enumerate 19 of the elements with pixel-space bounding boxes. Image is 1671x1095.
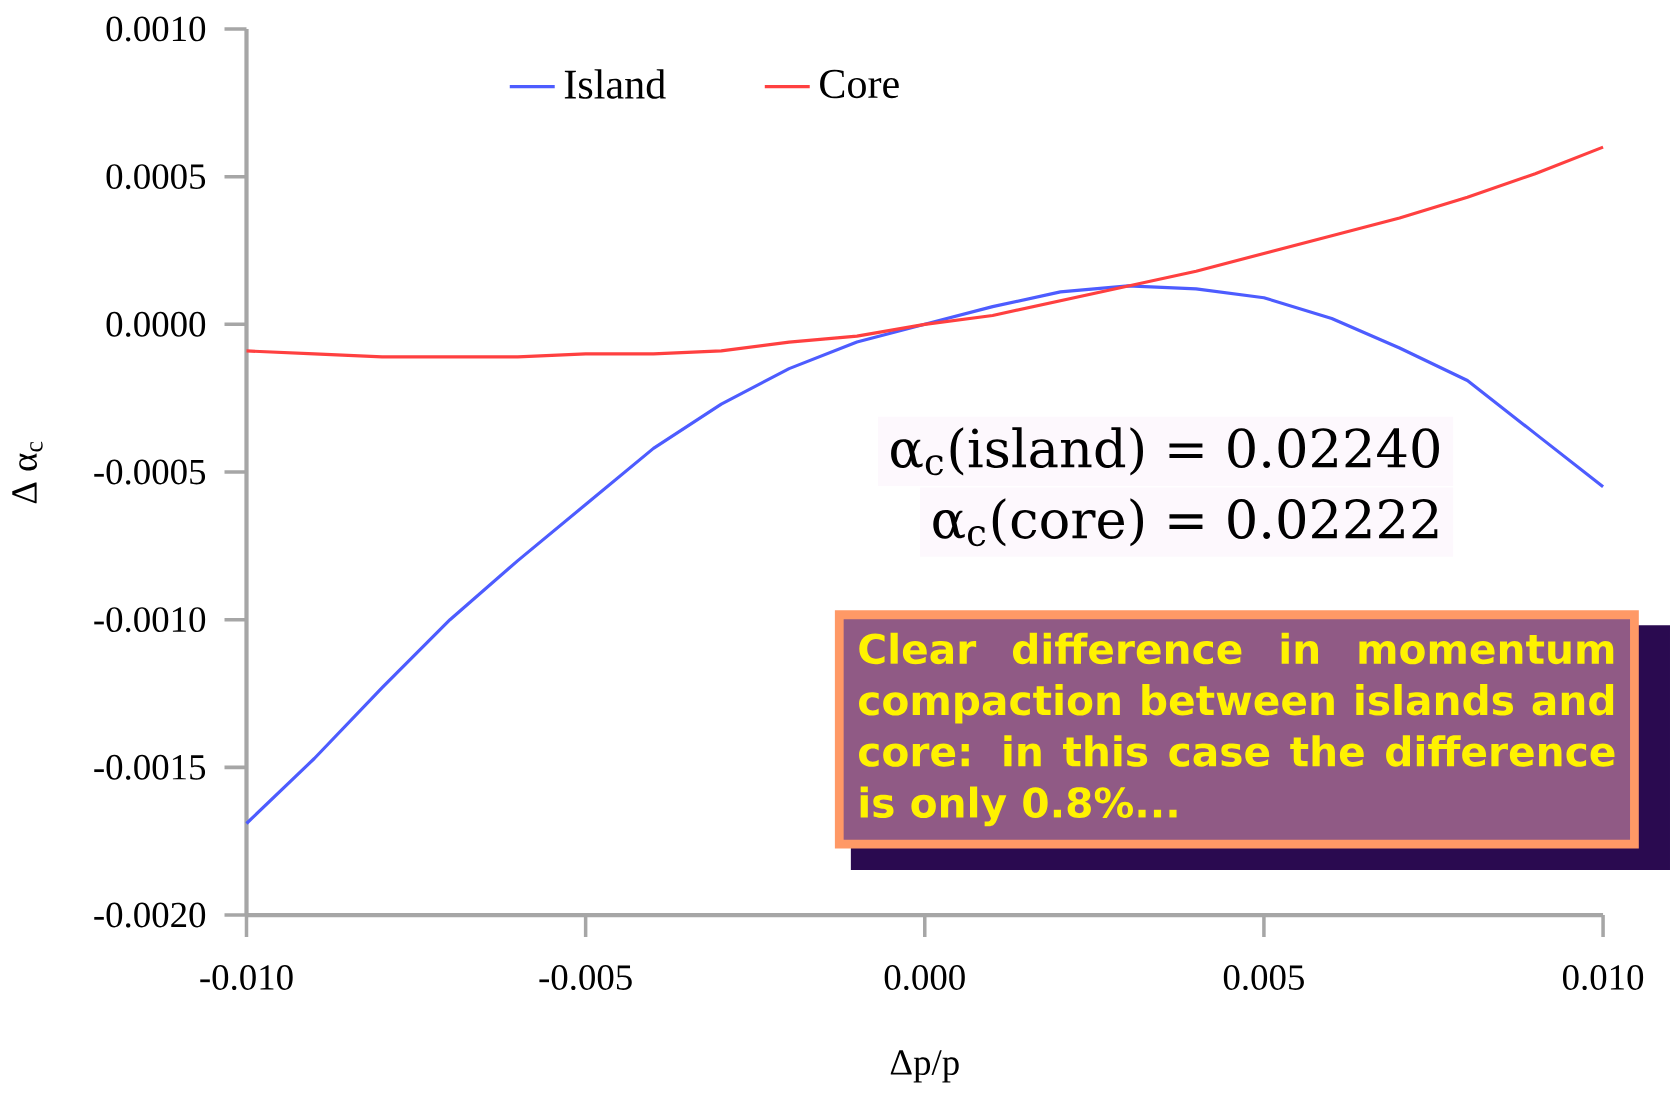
annotation: α$_{c}$(island) = 0.02240 xyxy=(891,427,1439,476)
y-tick-label: -0.0020 xyxy=(94,902,206,928)
y-tick-label: 0.0010 xyxy=(106,16,206,42)
x-tick-label: -0.010 xyxy=(200,965,293,991)
annotation: Clear difference in momentum compaction between islands and core: in this case the difference is only 0.8%... xyxy=(859,632,1615,827)
y-tick-label: -0.0005 xyxy=(94,459,206,485)
x-axis-title: Δp/p xyxy=(890,1050,959,1083)
y-tick-label: 0.0005 xyxy=(106,164,206,190)
y-axis-title: Δ α$_{c}$ xyxy=(12,441,43,504)
y-tick-label: -0.0010 xyxy=(94,607,206,633)
x-tick-label: 0.010 xyxy=(1562,965,1644,991)
x-tick-label: 0.000 xyxy=(884,965,965,991)
x-tick-label: -0.005 xyxy=(539,965,632,991)
x-tick-label: 0.005 xyxy=(1223,965,1304,991)
legend-label: Island xyxy=(564,69,666,99)
annotation: α$_{c}$(core) = 0.02222 xyxy=(933,498,1438,547)
y-tick-label: -0.0015 xyxy=(94,754,206,780)
legend-label: Core xyxy=(820,69,899,99)
y-tick-label: 0.0000 xyxy=(106,311,206,337)
